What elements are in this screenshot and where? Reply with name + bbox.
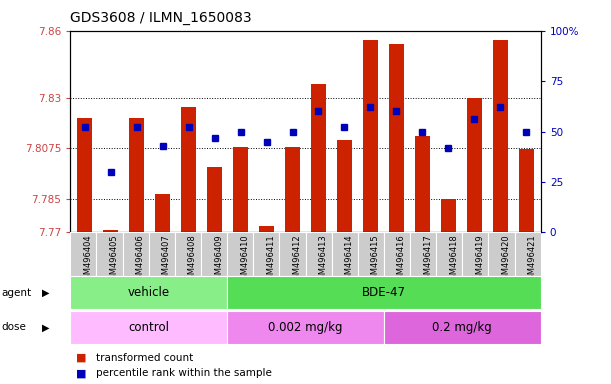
Bar — [155, 194, 170, 232]
Text: GSM496411: GSM496411 — [266, 235, 276, 285]
Text: vehicle: vehicle — [128, 286, 170, 299]
Bar — [436, 232, 463, 276]
Text: GSM496413: GSM496413 — [318, 235, 327, 285]
Bar — [130, 118, 144, 232]
Bar — [467, 98, 481, 232]
Bar — [70, 311, 227, 344]
Text: BDE-47: BDE-47 — [362, 286, 406, 299]
Text: GSM496408: GSM496408 — [188, 235, 197, 285]
Bar — [519, 149, 533, 232]
Bar — [415, 136, 430, 232]
Text: GSM496404: GSM496404 — [83, 235, 92, 285]
Bar — [123, 232, 148, 276]
Text: GSM496415: GSM496415 — [371, 235, 380, 285]
Bar — [148, 232, 175, 276]
Text: GDS3608 / ILMN_1650083: GDS3608 / ILMN_1650083 — [70, 11, 252, 25]
Text: 0.002 mg/kg: 0.002 mg/kg — [268, 321, 343, 334]
Bar — [358, 232, 384, 276]
Bar — [493, 40, 508, 232]
Text: dose: dose — [1, 322, 26, 333]
Bar — [233, 147, 247, 232]
Bar — [259, 225, 274, 232]
Bar — [364, 40, 378, 232]
Bar — [488, 232, 514, 276]
Text: control: control — [128, 321, 169, 334]
Text: GSM496407: GSM496407 — [162, 235, 170, 285]
Text: GSM496406: GSM496406 — [136, 235, 145, 285]
Bar — [389, 44, 404, 232]
Bar — [227, 311, 384, 344]
Text: GSM496419: GSM496419 — [475, 235, 485, 285]
Bar — [207, 167, 222, 232]
Bar — [227, 232, 253, 276]
Bar — [306, 232, 332, 276]
Bar — [97, 232, 123, 276]
Bar — [279, 232, 306, 276]
Bar — [70, 276, 227, 309]
Text: GSM496421: GSM496421 — [528, 235, 536, 285]
Text: GSM496420: GSM496420 — [502, 235, 511, 285]
Text: GSM496417: GSM496417 — [423, 235, 432, 285]
Text: transformed count: transformed count — [96, 353, 193, 363]
Text: ■: ■ — [76, 368, 87, 378]
Text: GSM496416: GSM496416 — [397, 235, 406, 285]
Bar — [285, 147, 299, 232]
Text: ■: ■ — [76, 353, 87, 363]
Text: GSM496409: GSM496409 — [214, 235, 223, 285]
Bar — [332, 232, 358, 276]
Bar — [384, 232, 410, 276]
Text: agent: agent — [1, 288, 31, 298]
Bar — [441, 199, 456, 232]
Bar — [78, 118, 92, 232]
Bar — [384, 311, 541, 344]
Bar — [103, 230, 118, 232]
Bar — [201, 232, 227, 276]
Bar — [463, 232, 488, 276]
Bar — [227, 276, 541, 309]
Text: 0.2 mg/kg: 0.2 mg/kg — [433, 321, 492, 334]
Text: ▶: ▶ — [42, 322, 49, 333]
Bar — [337, 141, 352, 232]
Text: GSM496412: GSM496412 — [293, 235, 301, 285]
Bar — [70, 232, 97, 276]
Text: ▶: ▶ — [42, 288, 49, 298]
Bar — [181, 107, 196, 232]
Text: percentile rank within the sample: percentile rank within the sample — [96, 368, 272, 378]
Text: GSM496410: GSM496410 — [240, 235, 249, 285]
Bar — [312, 84, 326, 232]
Bar — [410, 232, 436, 276]
Text: GSM496405: GSM496405 — [109, 235, 119, 285]
Text: GSM496418: GSM496418 — [449, 235, 458, 285]
Text: GSM496414: GSM496414 — [345, 235, 354, 285]
Bar — [175, 232, 201, 276]
Bar — [514, 232, 541, 276]
Bar — [253, 232, 279, 276]
